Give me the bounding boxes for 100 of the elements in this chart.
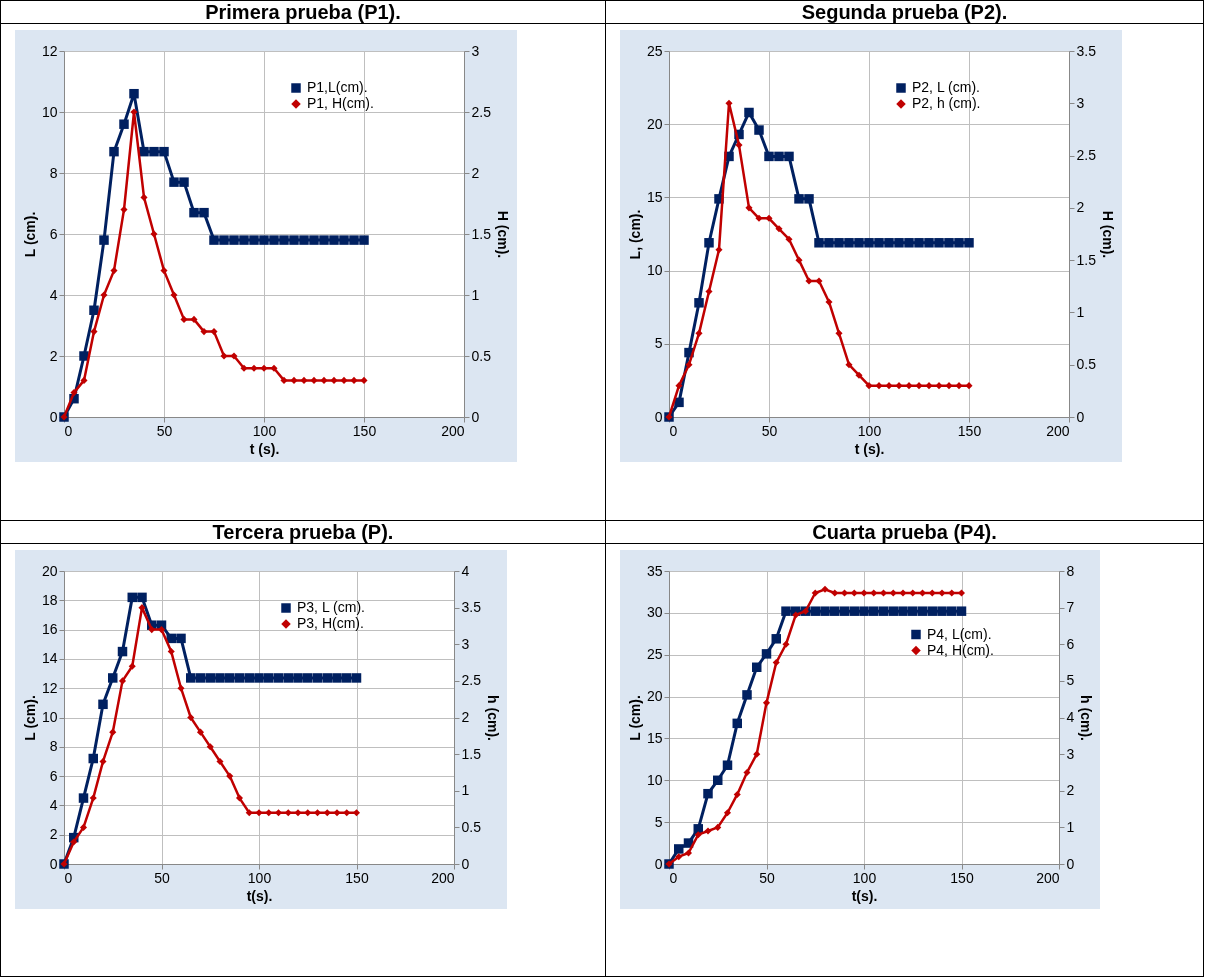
point <box>299 235 309 245</box>
y2-tick-label: 2 <box>461 709 470 725</box>
y-axis-title: L (cm). <box>21 211 38 258</box>
point <box>100 291 108 299</box>
point <box>915 382 923 390</box>
y2-tick-label: 4 <box>1066 709 1075 725</box>
point <box>811 589 819 597</box>
y2-tick-label: 1 <box>1076 303 1085 320</box>
point <box>195 673 206 683</box>
legend-label: P2, h (cm). <box>912 95 981 111</box>
point <box>320 376 328 384</box>
point <box>219 235 229 245</box>
point <box>157 626 166 634</box>
point <box>935 382 943 390</box>
point <box>781 606 791 616</box>
y-tick-label: 10 <box>646 771 663 788</box>
y-tick-label: 0 <box>654 855 663 872</box>
point <box>99 235 109 245</box>
y-tick-label: 35 <box>646 562 663 579</box>
point <box>137 592 147 603</box>
point <box>899 589 907 597</box>
point <box>330 376 338 384</box>
point <box>805 277 813 285</box>
point <box>99 757 107 765</box>
y2-tick-label: 1 <box>461 782 470 799</box>
point <box>80 376 88 384</box>
y2-tick-label: 1 <box>1066 818 1075 835</box>
point <box>889 589 897 597</box>
point <box>280 376 288 384</box>
x-tick-label: 50 <box>156 422 173 439</box>
point <box>359 235 369 245</box>
point <box>245 809 253 817</box>
point <box>323 809 331 817</box>
point <box>934 238 944 248</box>
point <box>339 235 349 245</box>
point <box>704 238 714 248</box>
y-tick-label: 5 <box>654 335 663 352</box>
x-tick-label: 200 <box>431 869 455 886</box>
point <box>715 246 723 254</box>
y-tick-label: 16 <box>41 621 58 638</box>
point <box>810 606 820 616</box>
point <box>855 371 863 379</box>
legend-label: P4, H(cm). <box>927 641 994 658</box>
point <box>167 648 175 656</box>
y-tick-label: 10 <box>646 262 663 279</box>
point <box>350 376 358 384</box>
point <box>854 238 864 248</box>
point <box>753 750 761 758</box>
point <box>230 352 238 360</box>
y2-tick-label: 2 <box>471 164 480 181</box>
x-tick-label: 0 <box>64 422 73 439</box>
point <box>110 267 118 275</box>
point <box>824 238 834 248</box>
point <box>815 277 823 285</box>
point <box>89 794 97 802</box>
point <box>215 673 225 683</box>
point <box>90 328 98 336</box>
point <box>904 238 914 248</box>
point <box>329 235 339 245</box>
y-axis-title: L (cm). <box>626 695 643 741</box>
point <box>860 589 868 597</box>
point <box>119 119 129 129</box>
point <box>754 125 764 135</box>
point <box>954 238 964 248</box>
point <box>908 606 918 616</box>
point <box>762 699 771 707</box>
y2-tick-label: 0.5 <box>461 818 482 835</box>
point <box>259 235 269 245</box>
point <box>206 743 214 751</box>
point <box>814 238 824 248</box>
point <box>300 376 308 384</box>
point <box>199 207 209 218</box>
point <box>78 793 89 803</box>
x-tick-label: 100 <box>857 422 882 439</box>
point <box>917 606 928 616</box>
y2-tick-label: 2 <box>1066 782 1075 799</box>
point <box>845 361 853 369</box>
point <box>745 204 753 212</box>
x-tick-label: 0 <box>669 869 678 886</box>
point <box>160 267 168 275</box>
point <box>343 809 351 817</box>
point <box>309 235 319 245</box>
point <box>964 238 974 248</box>
y2-tick-label: 3 <box>1066 745 1075 762</box>
point <box>79 823 88 831</box>
x-tick-label: 50 <box>761 422 778 439</box>
point <box>283 673 293 683</box>
y2-tick-label: 0 <box>471 408 480 425</box>
point <box>722 760 733 770</box>
point <box>955 382 963 390</box>
x-axis-title: t (s). <box>854 440 885 457</box>
point <box>683 838 694 848</box>
legend-label: P2, L (cm). <box>912 79 980 95</box>
point <box>109 728 117 736</box>
point <box>894 238 904 248</box>
point <box>765 214 773 222</box>
legend-label: P3, H(cm). <box>297 615 364 631</box>
y2-axis-title: H (cm). <box>1099 210 1116 259</box>
point <box>234 673 245 683</box>
point <box>859 606 869 616</box>
